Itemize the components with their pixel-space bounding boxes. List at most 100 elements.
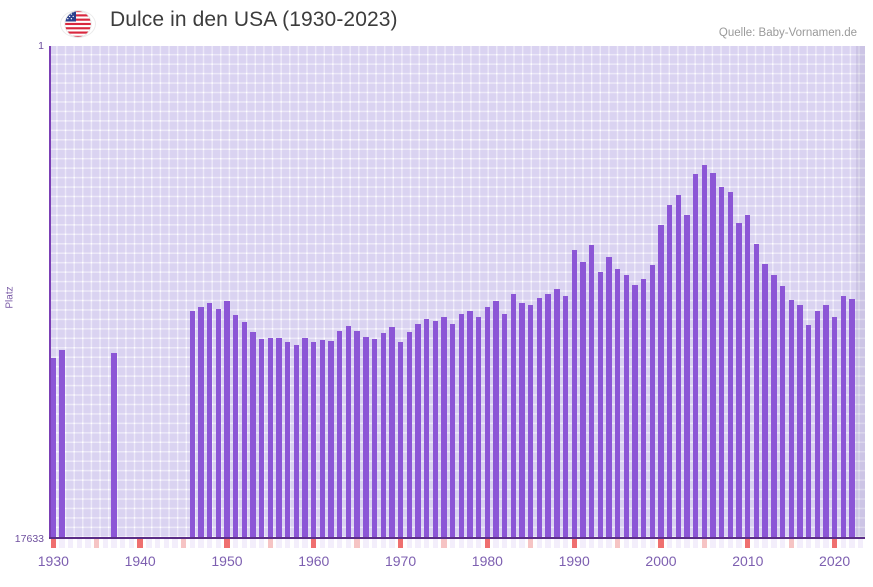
x-tick-1991 bbox=[580, 539, 586, 548]
bar-1977[interactable] bbox=[458, 314, 465, 538]
x-tick-1989 bbox=[562, 539, 569, 548]
bar-1937[interactable] bbox=[111, 352, 117, 538]
x-tick-1969 bbox=[389, 539, 395, 548]
bar-2019[interactable] bbox=[823, 305, 829, 538]
bar-1952[interactable] bbox=[241, 322, 247, 538]
bar-1980[interactable] bbox=[484, 307, 491, 538]
bar-1930[interactable] bbox=[50, 357, 57, 538]
x-label-1970: 1970 bbox=[384, 553, 417, 569]
bar-2016[interactable] bbox=[797, 305, 803, 538]
bar-2017[interactable] bbox=[805, 325, 812, 538]
bar-1962[interactable] bbox=[328, 340, 334, 538]
bar-1992[interactable] bbox=[588, 245, 595, 538]
bar-1961[interactable] bbox=[319, 340, 326, 538]
bar-1970[interactable] bbox=[397, 341, 404, 538]
bar-1965[interactable] bbox=[354, 331, 360, 538]
bar-2006[interactable] bbox=[710, 172, 716, 538]
bar-2011[interactable] bbox=[753, 244, 760, 538]
bar-1958[interactable] bbox=[293, 344, 300, 538]
bar-1990[interactable] bbox=[571, 249, 577, 538]
bar-1963[interactable] bbox=[337, 330, 343, 538]
bar-1981[interactable] bbox=[493, 301, 499, 538]
bar-1964[interactable] bbox=[345, 326, 352, 538]
bar-1946[interactable] bbox=[189, 311, 195, 538]
bar-1966[interactable] bbox=[363, 336, 369, 538]
bar-2004[interactable] bbox=[693, 174, 699, 538]
x-tick-2006 bbox=[710, 539, 716, 548]
bar-1949[interactable] bbox=[215, 309, 221, 538]
bar-2012[interactable] bbox=[762, 263, 768, 538]
bar-2003[interactable] bbox=[684, 214, 690, 538]
bar-1951[interactable] bbox=[232, 315, 239, 538]
bar-1973[interactable] bbox=[423, 319, 430, 538]
bar-2002[interactable] bbox=[675, 195, 682, 538]
x-tick-2022 bbox=[849, 539, 855, 548]
bar-1957[interactable] bbox=[285, 341, 291, 538]
bar-1995[interactable] bbox=[614, 269, 621, 538]
bar-2014[interactable] bbox=[779, 285, 786, 538]
x-tick-1966 bbox=[363, 539, 369, 548]
bar-1993[interactable] bbox=[597, 272, 603, 538]
bar-2021[interactable] bbox=[840, 295, 846, 538]
bar-1994[interactable] bbox=[606, 256, 612, 538]
bar-1996[interactable] bbox=[623, 274, 629, 538]
x-tick-2011 bbox=[753, 539, 760, 548]
bar-2010[interactable] bbox=[745, 214, 751, 538]
bar-1947[interactable] bbox=[198, 306, 204, 538]
bar-1960[interactable] bbox=[311, 342, 317, 538]
bar-1998[interactable] bbox=[640, 278, 647, 538]
bar-1989[interactable] bbox=[562, 295, 569, 538]
bar-1971[interactable] bbox=[406, 331, 412, 538]
x-tick-1939 bbox=[128, 539, 135, 548]
bar-1978[interactable] bbox=[467, 310, 473, 538]
bar-1956[interactable] bbox=[276, 337, 282, 538]
bar-1955[interactable] bbox=[267, 338, 274, 538]
bar-1948[interactable] bbox=[206, 303, 213, 538]
bar-2008[interactable] bbox=[727, 192, 734, 538]
bar-1976[interactable] bbox=[449, 323, 456, 538]
bar-2000[interactable] bbox=[658, 224, 664, 538]
x-tick-1997 bbox=[632, 539, 638, 548]
bar-2009[interactable] bbox=[736, 223, 742, 538]
plot-area bbox=[49, 46, 865, 538]
bar-1975[interactable] bbox=[441, 316, 447, 538]
bar-1991[interactable] bbox=[580, 262, 586, 538]
bar-1950[interactable] bbox=[224, 300, 230, 538]
bar-2015[interactable] bbox=[788, 299, 794, 538]
x-tick-1962 bbox=[328, 539, 334, 548]
bar-1959[interactable] bbox=[302, 337, 308, 538]
bar-1984[interactable] bbox=[519, 302, 525, 538]
bar-1979[interactable] bbox=[476, 316, 482, 538]
bar-1987[interactable] bbox=[545, 294, 551, 538]
bar-2001[interactable] bbox=[666, 205, 673, 538]
x-tick-2020 bbox=[831, 539, 838, 548]
bar-2018[interactable] bbox=[814, 311, 820, 538]
x-tick-1948 bbox=[206, 539, 213, 548]
bar-1986[interactable] bbox=[536, 297, 543, 538]
bar-1953[interactable] bbox=[250, 332, 256, 538]
bar-1967[interactable] bbox=[371, 338, 378, 538]
bar-1982[interactable] bbox=[502, 314, 508, 538]
bar-2013[interactable] bbox=[771, 274, 777, 538]
bar-1974[interactable] bbox=[432, 321, 438, 538]
bar-1954[interactable] bbox=[258, 338, 265, 538]
bar-1969[interactable] bbox=[389, 326, 395, 538]
bar-1997[interactable] bbox=[632, 284, 638, 538]
bar-2022[interactable] bbox=[849, 298, 855, 538]
bar-1972[interactable] bbox=[415, 324, 421, 538]
bar-1968[interactable] bbox=[380, 333, 386, 538]
x-tick-2004 bbox=[693, 539, 699, 548]
x-tick-1977 bbox=[458, 539, 465, 548]
source-label: Quelle: Baby-Vornamen.de bbox=[718, 27, 857, 39]
bar-1999[interactable] bbox=[649, 265, 655, 538]
x-tick-1994 bbox=[606, 539, 612, 548]
x-tick-1941 bbox=[146, 539, 152, 548]
bar-2020[interactable] bbox=[831, 316, 838, 538]
bar-1931[interactable] bbox=[59, 350, 65, 538]
bar-1983[interactable] bbox=[510, 294, 517, 538]
bar-2005[interactable] bbox=[701, 164, 708, 538]
bar-1985[interactable] bbox=[528, 304, 534, 538]
bar-1988[interactable] bbox=[554, 288, 560, 538]
x-tick-2010 bbox=[745, 539, 751, 548]
bar-2007[interactable] bbox=[719, 186, 725, 538]
